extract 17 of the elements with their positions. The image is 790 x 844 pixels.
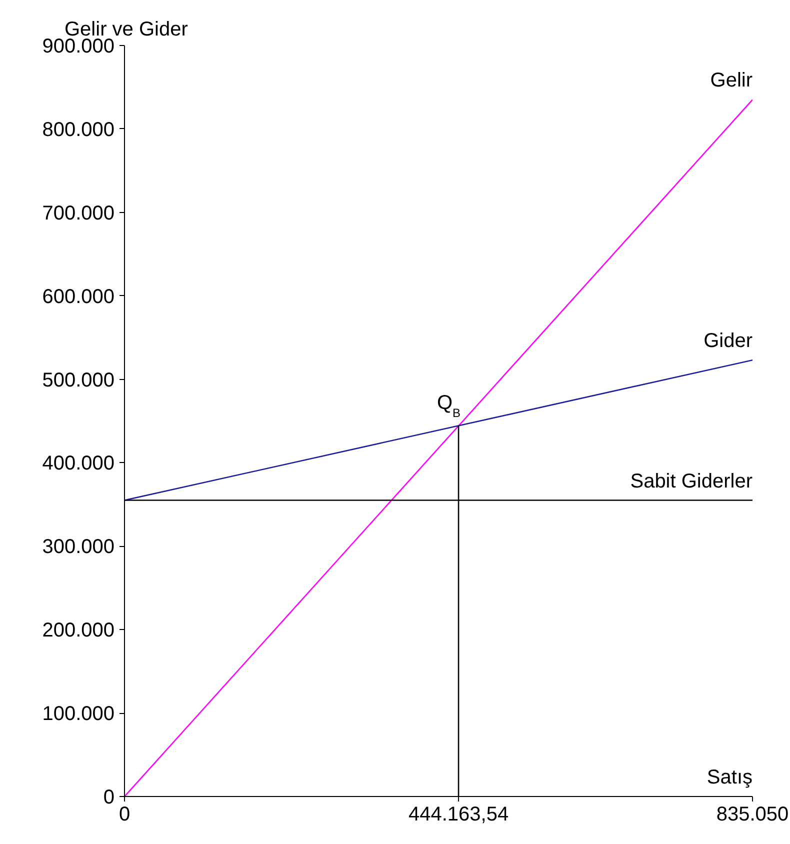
series-label: Gelir xyxy=(710,70,753,92)
y-tick-label: 100.000 xyxy=(42,703,114,726)
y-tick-label: 600.000 xyxy=(42,286,114,308)
series-label: Gider xyxy=(704,330,753,352)
y-tick-label: 900.000 xyxy=(42,36,114,58)
x-tick-label: 444.163,54 xyxy=(408,804,509,826)
y-tick-label: 800.000 xyxy=(42,118,114,141)
y-tick-label: 400.000 xyxy=(42,452,114,475)
y-tick-label: 500.000 xyxy=(42,369,114,392)
y-tick-label: 700.000 xyxy=(42,202,114,224)
x-tick-label: 0 xyxy=(118,804,130,826)
y-tick-label: 200.000 xyxy=(42,620,114,642)
series-label: Sabit Giderler xyxy=(630,470,753,492)
x-axis-title: Satış xyxy=(706,766,752,788)
y-tick-label: 300.000 xyxy=(42,536,114,558)
x-tick-label: 835.050 xyxy=(716,804,789,826)
y-tick-label: 0 xyxy=(103,786,114,808)
